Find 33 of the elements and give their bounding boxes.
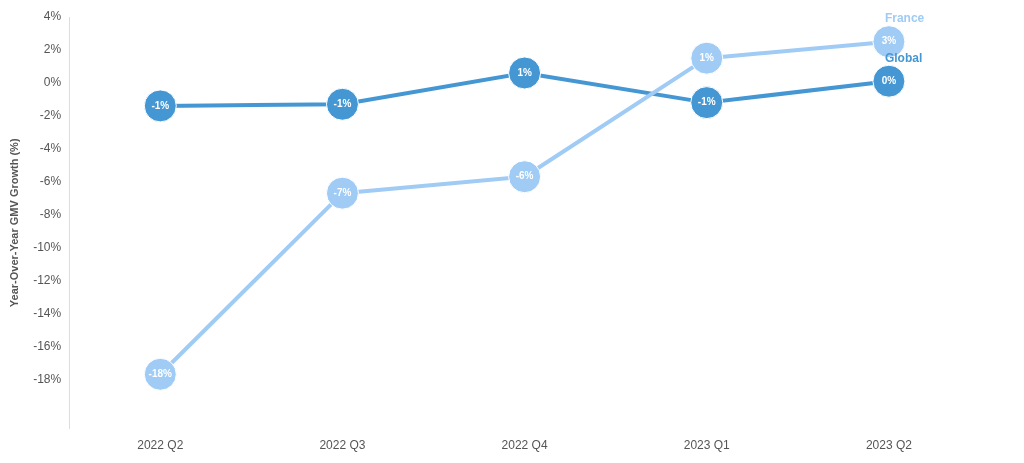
y-tick-label: 2%: [43, 42, 62, 57]
y-tick-label: -6%: [39, 173, 62, 188]
x-tick-label: 2023 Q2: [865, 438, 913, 453]
point: [872, 64, 906, 98]
y-tick-label: -16%: [33, 338, 62, 353]
data-label: -1%: [333, 98, 352, 110]
data-label: -1%: [151, 99, 170, 111]
point: [690, 41, 724, 75]
data-label: 0%: [881, 74, 897, 86]
x-tick-label: 2022 Q4: [501, 438, 548, 453]
series-label: Global: [884, 50, 923, 65]
y-tick-label: -12%: [33, 272, 62, 287]
point: [508, 56, 542, 90]
y-tick-label: 0%: [43, 75, 62, 90]
y-tick-label: -18%: [33, 371, 62, 386]
data-label: 1%: [699, 51, 715, 63]
y-tick-label: -4%: [39, 141, 62, 156]
data-label: 3%: [881, 35, 897, 47]
data-label: 1%: [517, 66, 532, 78]
x-tick-label: 2022 Q2: [137, 438, 184, 453]
series-label: France: [884, 11, 925, 26]
y-tick-label: -10%: [33, 239, 62, 254]
y-tick-label: -8%: [39, 206, 62, 221]
y-tick-label: 4%: [43, 9, 62, 24]
data-label: -6%: [515, 170, 534, 182]
x-tick-label: 2022 Q3: [319, 438, 366, 453]
data-label: -7%: [333, 186, 352, 198]
y-tick-label: -2%: [39, 108, 62, 123]
data-label: -1%: [697, 96, 716, 108]
y-axis-title: Year-Over-Year GMV Growth (%): [7, 138, 20, 308]
data-label: -18%: [148, 368, 173, 380]
y-tick-label: -14%: [33, 305, 62, 320]
x-tick-label: 2023 Q1: [683, 438, 731, 453]
